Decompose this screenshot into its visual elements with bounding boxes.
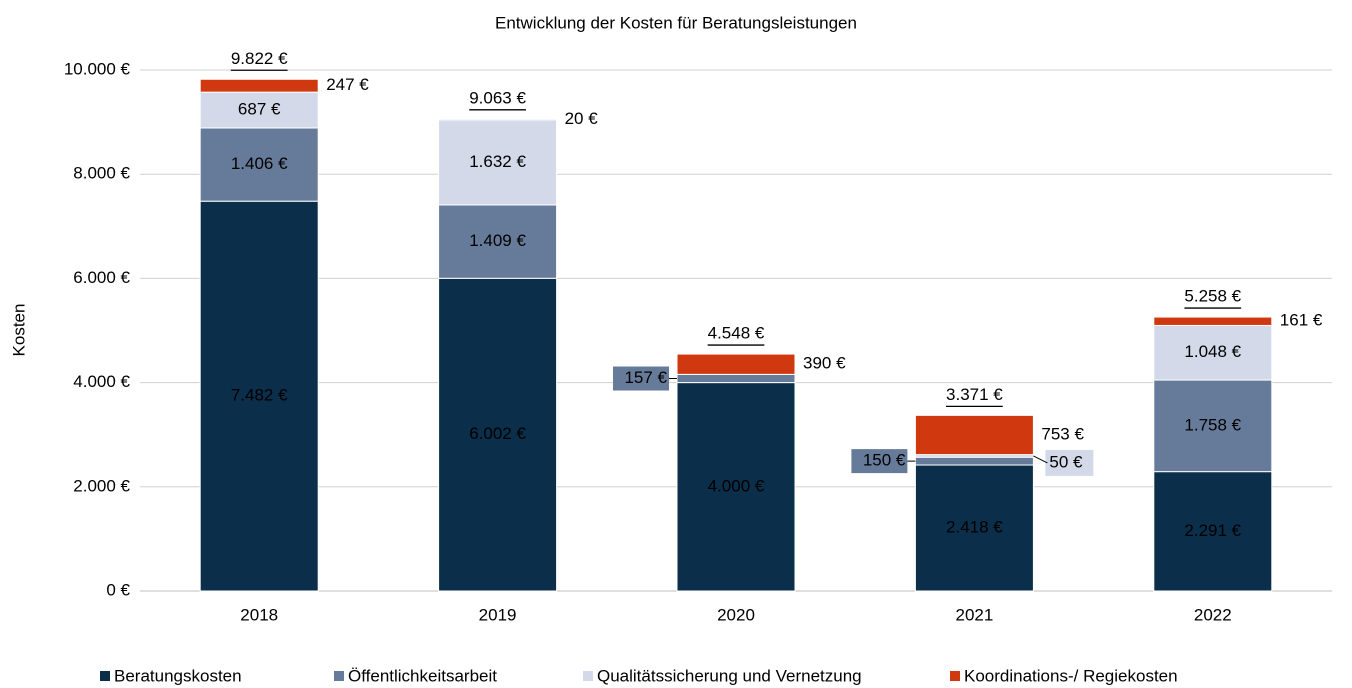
data-label: 247 € <box>326 75 369 94</box>
data-label: 4.000 € <box>708 476 765 495</box>
data-label: 1.409 € <box>469 231 526 250</box>
data-label: 50 € <box>1049 452 1083 471</box>
data-label: 1.632 € <box>469 152 526 171</box>
data-label: 2.291 € <box>1184 521 1241 540</box>
data-label: 753 € <box>1041 424 1084 443</box>
data-label: 20 € <box>565 109 599 128</box>
label-box <box>851 449 908 474</box>
data-label: 390 € <box>803 354 846 373</box>
x-tick-label: 2020 <box>717 605 755 624</box>
y-axis-label: Kosten <box>9 304 28 357</box>
bar-segment <box>1153 471 1273 592</box>
data-label: 1.758 € <box>1184 415 1241 434</box>
y-tick-label: 10.000 € <box>64 59 131 78</box>
y-tick-label: 0 € <box>106 580 130 599</box>
x-tick-label: 2019 <box>479 605 517 624</box>
data-label: 1.048 € <box>1184 342 1241 361</box>
bar-segment <box>438 118 558 121</box>
bar-segment <box>199 78 319 93</box>
bar-segment <box>914 414 1034 456</box>
y-tick-label: 2.000 € <box>73 476 130 495</box>
bar-segment <box>199 127 319 202</box>
total-label: 5.258 € <box>1184 287 1241 306</box>
total-label: 3.371 € <box>946 385 1003 404</box>
legend-swatch <box>334 671 344 681</box>
label-box <box>613 366 669 391</box>
total-label: 9.063 € <box>469 88 526 107</box>
x-tick-label: 2021 <box>955 605 993 624</box>
label-box <box>1045 449 1094 476</box>
legend-swatch <box>950 671 960 681</box>
bar-segment <box>1153 316 1273 326</box>
legend-swatch <box>583 671 593 681</box>
data-label: 2.418 € <box>946 517 1003 536</box>
legend-label: Beratungskosten <box>114 666 242 685</box>
legend-label: Koordinations-/ Regiekosten <box>964 666 1178 685</box>
leader-line <box>1033 455 1048 464</box>
bar-segment <box>676 353 796 375</box>
bar-segment <box>914 464 1034 592</box>
bar-segment <box>199 91 319 129</box>
data-label: 1.406 € <box>231 154 288 173</box>
data-label: 687 € <box>238 100 281 119</box>
bar-segment <box>914 456 1034 466</box>
data-label: 161 € <box>1280 311 1323 330</box>
bar-segment <box>438 277 558 592</box>
total-label: 9.822 € <box>231 49 288 68</box>
x-tick-label: 2018 <box>240 605 278 624</box>
chart-title: Entwicklung der Kosten für Beratungsleis… <box>495 13 857 32</box>
total-label: 4.548 € <box>708 324 765 343</box>
bar-segment <box>676 373 796 384</box>
bar-segment <box>199 200 319 592</box>
data-label: 150 € <box>863 451 906 470</box>
data-label: 7.482 € <box>231 386 288 405</box>
y-tick-label: 8.000 € <box>73 164 130 183</box>
y-tick-label: 4.000 € <box>73 372 130 391</box>
data-label: 6.002 € <box>469 424 526 443</box>
bar-segment <box>438 204 558 279</box>
legend-label: Öffentlichkeitsarbeit <box>348 666 497 685</box>
data-label: 157 € <box>624 368 667 387</box>
x-tick-label: 2022 <box>1194 605 1232 624</box>
legend-label: Qualitätssicherung und Vernetzung <box>597 666 862 685</box>
legend-swatch <box>100 671 110 681</box>
y-tick-label: 6.000 € <box>73 268 130 287</box>
